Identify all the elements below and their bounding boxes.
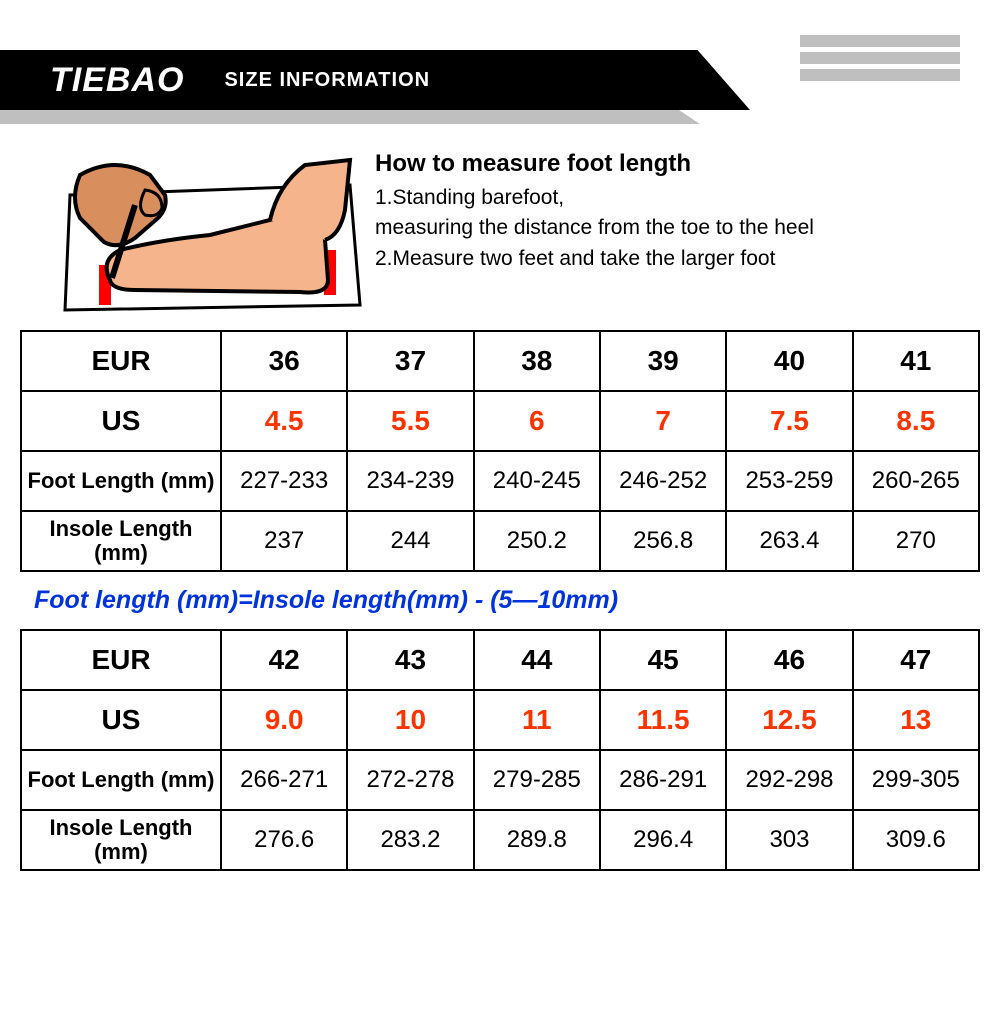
size-table-1: EUR 36 37 38 39 40 41 US 4.5 5.5 6 7 7.5… xyxy=(20,330,980,572)
title-banner: TIEBAO SIZE INFORMATION xyxy=(0,50,750,110)
instruction-title: How to measure foot length xyxy=(375,150,814,178)
row-label-us: US xyxy=(21,690,221,750)
eur-cell: 36 xyxy=(221,331,347,391)
instruction-text: How to measure foot length 1.Standing ba… xyxy=(370,150,814,274)
measurement-instructions: How to measure foot length 1.Standing ba… xyxy=(0,130,1000,330)
row-label-foot: Foot Length (mm) xyxy=(21,750,221,810)
us-cell: 12.5 xyxy=(726,690,852,750)
insole-cell: 270 xyxy=(853,511,979,571)
eur-cell: 37 xyxy=(347,331,473,391)
insole-cell: 263.4 xyxy=(726,511,852,571)
us-cell: 6 xyxy=(474,391,600,451)
size-table-2: EUR 42 43 44 45 46 47 US 9.0 10 11 11.5 … xyxy=(20,629,980,871)
eur-cell: 46 xyxy=(726,630,852,690)
instruction-line-1b: measuring the distance from the toe to t… xyxy=(375,213,814,243)
insole-cell: 250.2 xyxy=(474,511,600,571)
row-label-us: US xyxy=(21,391,221,451)
insole-cell: 256.8 xyxy=(600,511,726,571)
us-cell: 13 xyxy=(853,690,979,750)
eur-cell: 38 xyxy=(474,331,600,391)
foot-cell: 292-298 xyxy=(726,750,852,810)
row-label-eur: EUR xyxy=(21,331,221,391)
insole-cell: 244 xyxy=(347,511,473,571)
row-label-insole: Insole Length (mm) xyxy=(21,511,221,571)
eur-cell: 42 xyxy=(221,630,347,690)
eur-cell: 45 xyxy=(600,630,726,690)
row-label-foot: Foot Length (mm) xyxy=(21,451,221,511)
header-banner: TIEBAO SIZE INFORMATION xyxy=(0,30,1000,130)
decorative-stripes xyxy=(800,35,960,86)
foot-cell: 272-278 xyxy=(347,750,473,810)
table-row: Insole Length (mm) 276.6 283.2 289.8 296… xyxy=(21,810,979,870)
us-cell: 7 xyxy=(600,391,726,451)
insole-cell: 289.8 xyxy=(474,810,600,870)
foot-cell: 279-285 xyxy=(474,750,600,810)
insole-cell: 296.4 xyxy=(600,810,726,870)
foot-cell: 234-239 xyxy=(347,451,473,511)
foot-cell: 266-271 xyxy=(221,750,347,810)
foot-cell: 246-252 xyxy=(600,451,726,511)
instruction-line-1a: 1.Standing barefoot, xyxy=(375,183,814,213)
insole-cell: 283.2 xyxy=(347,810,473,870)
us-cell: 7.5 xyxy=(726,391,852,451)
row-label-eur: EUR xyxy=(21,630,221,690)
us-cell: 10 xyxy=(347,690,473,750)
table-row: EUR 36 37 38 39 40 41 xyxy=(21,331,979,391)
banner-subtitle: SIZE INFORMATION xyxy=(224,69,430,92)
table-row: Insole Length (mm) 237 244 250.2 256.8 2… xyxy=(21,511,979,571)
row-label-insole: Insole Length (mm) xyxy=(21,810,221,870)
us-cell: 11.5 xyxy=(600,690,726,750)
table-row: US 4.5 5.5 6 7 7.5 8.5 xyxy=(21,391,979,451)
us-cell: 4.5 xyxy=(221,391,347,451)
conversion-formula: Foot length (mm)=Insole length(mm) - (5—… xyxy=(20,572,980,629)
us-cell: 8.5 xyxy=(853,391,979,451)
table-row: Foot Length (mm) 227-233 234-239 240-245… xyxy=(21,451,979,511)
gray-accent-bar xyxy=(0,110,700,124)
eur-cell: 39 xyxy=(600,331,726,391)
table-row: Foot Length (mm) 266-271 272-278 279-285… xyxy=(21,750,979,810)
foot-cell: 286-291 xyxy=(600,750,726,810)
table-row: US 9.0 10 11 11.5 12.5 13 xyxy=(21,690,979,750)
eur-cell: 40 xyxy=(726,331,852,391)
eur-cell: 41 xyxy=(853,331,979,391)
us-cell: 5.5 xyxy=(347,391,473,451)
eur-cell: 44 xyxy=(474,630,600,690)
insole-cell: 303 xyxy=(726,810,852,870)
insole-cell: 309.6 xyxy=(853,810,979,870)
insole-cell: 276.6 xyxy=(221,810,347,870)
foot-cell: 227-233 xyxy=(221,451,347,511)
foot-cell: 260-265 xyxy=(853,451,979,511)
insole-cell: 237 xyxy=(221,511,347,571)
foot-measurement-diagram xyxy=(40,150,370,320)
us-cell: 9.0 xyxy=(221,690,347,750)
foot-cell: 253-259 xyxy=(726,451,852,511)
foot-cell: 240-245 xyxy=(474,451,600,511)
table-row: EUR 42 43 44 45 46 47 xyxy=(21,630,979,690)
us-cell: 11 xyxy=(474,690,600,750)
instruction-line-2: 2.Measure two feet and take the larger f… xyxy=(375,244,814,274)
foot-cell: 299-305 xyxy=(853,750,979,810)
eur-cell: 47 xyxy=(853,630,979,690)
brand-name: TIEBAO xyxy=(50,61,184,100)
eur-cell: 43 xyxy=(347,630,473,690)
